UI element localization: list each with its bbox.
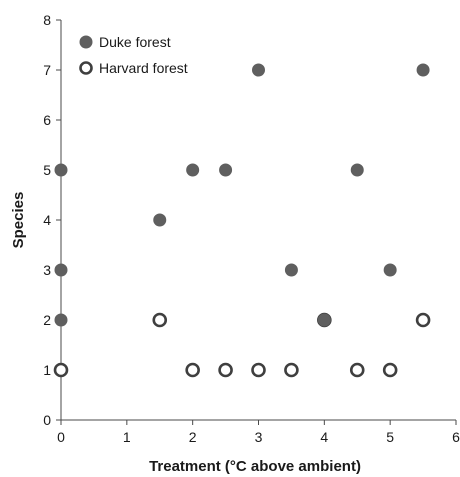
duke-forest-point [317, 313, 331, 327]
harvard-forest-point [185, 362, 200, 378]
harvard-forest-point [53, 362, 69, 378]
x-tick-label: 3 [255, 429, 263, 445]
x-tick-label: 0 [57, 429, 65, 445]
duke-forest-point [186, 163, 200, 177]
y-axis-title: Species [10, 192, 27, 249]
duke-forest-point [153, 213, 167, 227]
legend-label: Duke forest [99, 34, 171, 50]
y-tick-label: 2 [43, 312, 51, 328]
duke-forest-point [284, 263, 298, 277]
harvard-forest-point [152, 312, 168, 328]
x-tick-label: 4 [320, 429, 328, 445]
y-tick-label: 1 [43, 362, 51, 378]
x-tick-label: 2 [189, 429, 197, 445]
data-points [53, 63, 431, 378]
duke-forest-point [350, 163, 364, 177]
y-tick-label: 8 [43, 12, 51, 28]
duke-forest-point [54, 313, 68, 327]
harvard-forest-point [218, 362, 233, 378]
y-tick-label: 4 [43, 212, 51, 228]
harvard-forest-point [349, 362, 365, 378]
duke-forest-point [54, 263, 68, 277]
harvard-forest-point [415, 312, 431, 328]
x-axis-title: Treatment (°C above ambient) [149, 458, 361, 475]
duke-forest-point [219, 163, 233, 177]
y-tick-label: 5 [43, 162, 51, 178]
legend-marker [79, 61, 93, 75]
x-tick-label: 6 [452, 429, 460, 445]
harvard-forest-point [382, 362, 398, 378]
duke-forest-point [252, 63, 265, 77]
axes [60, 20, 456, 421]
legend-marker [79, 35, 93, 49]
y-tick-label: 3 [43, 262, 51, 278]
x-tick-label: 1 [123, 429, 131, 445]
legend-label: Harvard forest [99, 60, 188, 76]
x-tick-label: 5 [386, 429, 394, 445]
y-tick-label: 0 [43, 412, 51, 428]
duke-forest-point [416, 63, 430, 77]
x-ticks: 0 1 2 3 4 5 6 [57, 420, 460, 445]
harvard-forest-point [284, 362, 299, 378]
harvard-forest-point [251, 362, 266, 378]
duke-forest-point [383, 263, 397, 277]
legend: Duke forest Harvard forest [79, 34, 188, 76]
y-tick-label: 6 [43, 112, 51, 128]
duke-forest-point [54, 163, 68, 177]
y-tick-label: 7 [43, 62, 51, 78]
